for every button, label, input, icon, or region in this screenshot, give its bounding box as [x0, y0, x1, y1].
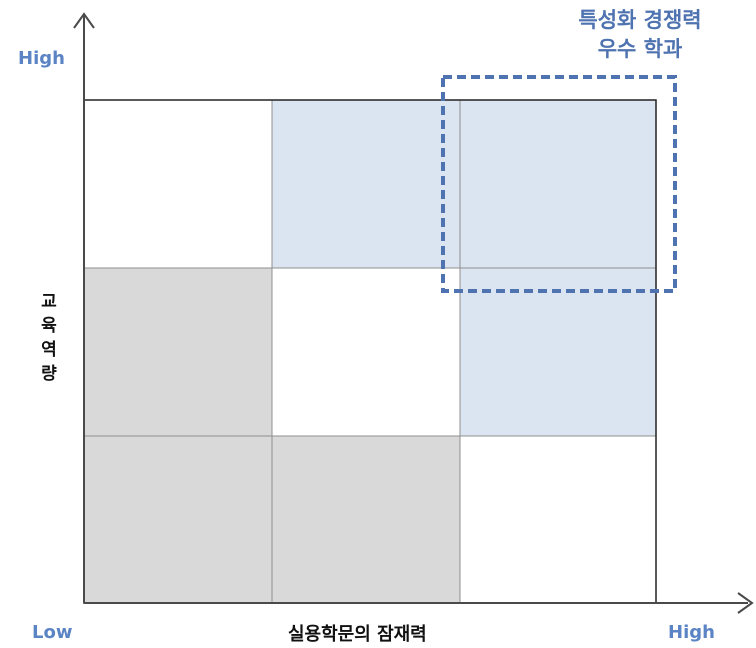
x-axis-high-label: High [668, 622, 715, 643]
matrix-cell-r3-c1 [83, 435, 273, 604]
matrix-cell-r2-c3 [459, 267, 657, 437]
callout-dashed-box [441, 75, 677, 293]
matrix-cell-r1-c2 [271, 99, 461, 269]
matrix-cell-r3-c3 [459, 435, 657, 604]
matrix-cell-r2-c1 [83, 267, 273, 437]
callout-line-2: 우수 학과 [597, 37, 683, 61]
matrix-cells [83, 99, 657, 604]
y-axis-high-label: High [18, 48, 65, 69]
matrix-cell-r3-c2 [271, 435, 461, 604]
matrix-cell-r1-c3 [459, 99, 657, 269]
callout-label: 특성화 경쟁력 우수 학과 [540, 6, 740, 64]
matrix-cell-r2-c2 [271, 267, 461, 437]
matrix-cell-r1-c1 [83, 99, 273, 269]
x-axis-arrowhead [737, 592, 754, 614]
callout-line-1: 특성화 경쟁력 [578, 8, 702, 32]
y-axis-arrowhead [73, 12, 95, 29]
x-axis-title: 실용학문의 잠재력 [288, 624, 427, 645]
x-axis-low-label: Low [32, 622, 73, 643]
